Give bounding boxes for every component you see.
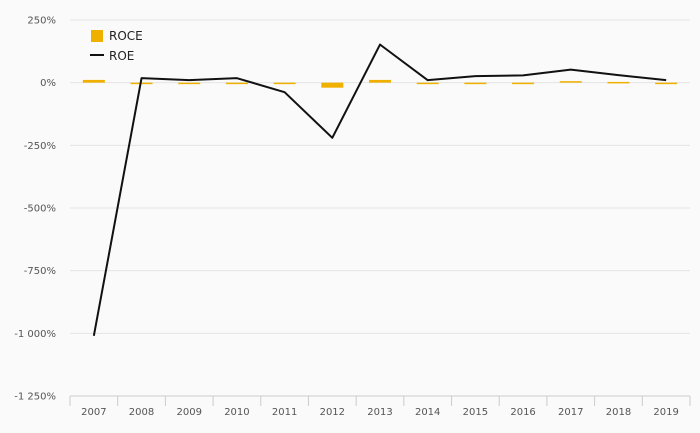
roce-bar <box>655 82 678 85</box>
y-tick-label: 0% <box>40 78 56 89</box>
x-tick-label: 2012 <box>320 407 345 418</box>
roce-bar <box>82 79 105 83</box>
x-tick-label: 2018 <box>606 407 631 418</box>
x-tick-label: 2013 <box>367 407 392 418</box>
roce-bar <box>607 81 630 84</box>
roce-bar <box>369 79 391 83</box>
y-tick-label: -500% <box>24 204 56 215</box>
roce-bar <box>321 82 344 88</box>
x-tick-label: 2014 <box>415 407 440 418</box>
x-tick-label: 2009 <box>177 407 202 418</box>
gridlines <box>70 19 690 397</box>
roe-line-series <box>92 43 667 337</box>
x-tick-label: 2008 <box>129 407 154 418</box>
roce-bar <box>559 81 582 83</box>
legend: ROCE ROE <box>90 29 143 63</box>
x-tick-label: 2016 <box>510 407 535 418</box>
y-tick-label: -750% <box>24 266 56 277</box>
x-tick-label: 2011 <box>272 407 297 418</box>
x-axis: 2007 2008 2009 2010 2011 2012 2013 2014 2015 2016… <box>69 396 691 418</box>
y-tick-label: -1 000% <box>14 329 56 340</box>
roce-bar <box>464 82 487 85</box>
y-tick-label: -1 250% <box>14 392 56 403</box>
x-tick-label: 2010 <box>224 407 249 418</box>
roce-bar <box>416 82 439 85</box>
x-tick-label: 2007 <box>81 407 106 418</box>
roce-bar <box>273 82 296 85</box>
y-tick-label: 250% <box>27 16 56 27</box>
roce-bars <box>82 79 678 88</box>
y-axis: 250% 0% -250% -500% -750% -1 000% -1 250% <box>14 16 56 403</box>
roe-line <box>92 43 667 337</box>
x-tick-label: 2019 <box>653 407 678 418</box>
y-tick-label: -250% <box>24 141 56 152</box>
legend-swatch-roce <box>91 30 103 42</box>
roce-bar <box>512 82 535 85</box>
legend-label-roce: ROCE <box>109 29 143 43</box>
legend-label-roe: ROE <box>109 49 134 63</box>
roce-bar <box>225 82 248 85</box>
x-tick-label: 2015 <box>463 407 488 418</box>
x-tick-label: 2017 <box>558 407 583 418</box>
roce-bar <box>178 82 201 85</box>
